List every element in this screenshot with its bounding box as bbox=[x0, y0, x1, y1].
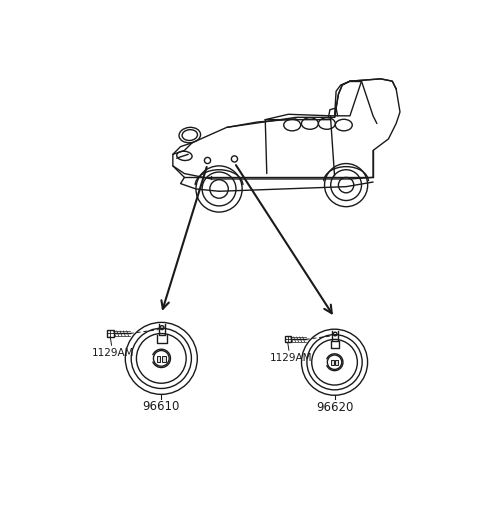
Bar bbox=[331, 360, 334, 365]
Bar bbox=[162, 357, 166, 362]
Bar bbox=[336, 360, 338, 365]
FancyBboxPatch shape bbox=[107, 330, 114, 337]
Text: 1129AM: 1129AM bbox=[269, 352, 312, 363]
Text: 96610: 96610 bbox=[143, 400, 180, 413]
Text: 96620: 96620 bbox=[316, 400, 353, 414]
Bar bbox=[157, 357, 160, 362]
FancyBboxPatch shape bbox=[285, 336, 291, 343]
Text: 1129AM: 1129AM bbox=[92, 348, 135, 358]
